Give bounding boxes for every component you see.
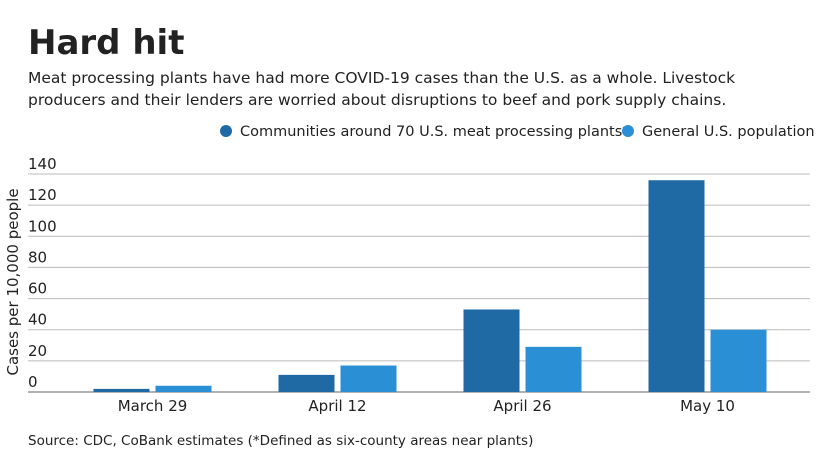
legend-label: General U.S. population	[642, 124, 815, 140]
bar	[93, 388, 150, 392]
source: Source: CDC, CoBank estimates (*Defined …	[28, 433, 533, 449]
y-tick-label: 100	[28, 217, 57, 235]
bar	[463, 309, 520, 392]
bar	[648, 180, 705, 392]
bar	[278, 374, 335, 392]
y-axis-label: Cases per 10,000 people	[4, 188, 22, 375]
y-tick-label: 0	[28, 373, 38, 391]
y-tick-label: 20	[28, 342, 47, 360]
chart-title: Hard hit	[28, 23, 184, 63]
x-tick-label: April 26	[493, 397, 551, 415]
y-tick-label: 40	[28, 311, 47, 329]
y-tick-label: 80	[28, 248, 47, 266]
bar	[525, 346, 582, 392]
x-tick-label: May 10	[680, 397, 735, 415]
y-tick-label: 120	[28, 186, 57, 204]
y-tick-label: 140	[28, 155, 57, 173]
legend-swatch	[622, 125, 634, 137]
bar	[340, 365, 397, 392]
y-tick-label: 60	[28, 280, 47, 298]
subtitle: producers and their lenders are worried …	[28, 91, 726, 109]
x-tick-label: March 29	[118, 397, 188, 415]
legend-label: Communities around 70 U.S. meat processi…	[240, 124, 630, 140]
legend-swatch	[220, 125, 232, 137]
bar	[155, 385, 212, 392]
bar	[710, 329, 767, 392]
subtitle: Meat processing plants have had more COV…	[28, 69, 735, 87]
x-tick-label: April 12	[308, 397, 366, 415]
